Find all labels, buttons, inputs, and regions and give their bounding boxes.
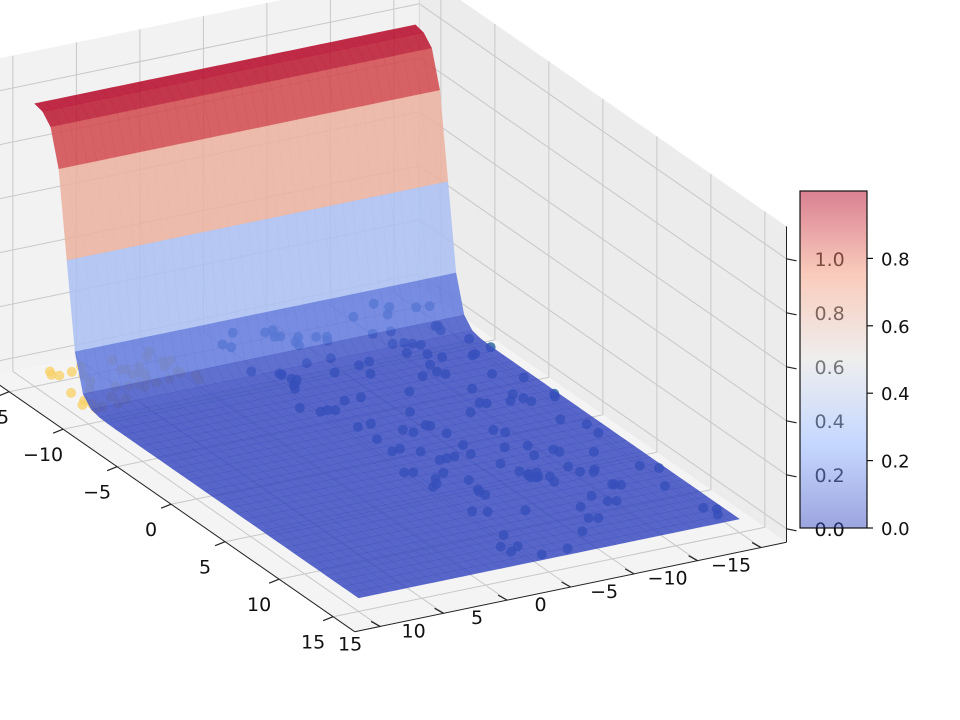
z-tick xyxy=(786,312,797,316)
scatter-point xyxy=(77,399,88,410)
z-tick xyxy=(786,420,797,424)
grid-line xyxy=(419,219,787,476)
y-tick-label: 5 xyxy=(199,557,211,579)
x-tick-label: 15 xyxy=(338,633,362,655)
y-tick xyxy=(322,616,334,622)
y-tick-label: 15 xyxy=(301,632,325,654)
y-tick-label: −15 xyxy=(0,407,9,429)
grid-line xyxy=(419,3,787,260)
grid-line xyxy=(419,57,787,314)
z-tick xyxy=(786,474,797,478)
x-tick-label: 10 xyxy=(402,620,426,642)
x-tick-label: 0 xyxy=(535,594,547,616)
y-tick xyxy=(268,578,280,584)
z-tick xyxy=(786,366,797,370)
z-tick xyxy=(786,528,797,532)
grid-line xyxy=(0,3,420,92)
x-tick xyxy=(497,594,508,601)
colorbar-gradient xyxy=(799,190,868,529)
colorbar: 0.0 0.2 0.4 0.6 0.8 xyxy=(799,190,910,540)
y-tick-label: 0 xyxy=(145,519,157,541)
x-tick xyxy=(624,568,635,575)
x-tick xyxy=(561,581,571,588)
x-tick-label: 5 xyxy=(471,607,483,629)
grid-line xyxy=(419,111,787,368)
z-tick xyxy=(786,258,797,262)
scatter-point xyxy=(66,366,77,377)
scatter-point xyxy=(54,370,65,381)
y-tick xyxy=(160,503,172,509)
probability-surface xyxy=(34,24,740,599)
scatter-point xyxy=(46,369,57,380)
x-tick xyxy=(688,555,698,562)
x-tick xyxy=(370,620,381,627)
y-tick xyxy=(106,466,118,472)
colorbar-tick-label: 0.2 xyxy=(881,452,910,473)
y-tick-label: −10 xyxy=(23,444,63,466)
colorbar-tick-label: 0.6 xyxy=(881,317,910,338)
y-tick xyxy=(52,428,64,434)
colorbar-tick-label: 0.4 xyxy=(881,384,910,405)
x-tick-label: −5 xyxy=(590,581,618,603)
x-tick-label: −10 xyxy=(648,568,688,590)
colorbar-tick-label: 0.0 xyxy=(881,519,910,540)
grid-line xyxy=(419,165,787,422)
grid-line xyxy=(332,526,766,618)
x-tick-label: −15 xyxy=(711,555,751,577)
y-tick-label: 10 xyxy=(247,594,271,616)
surface-facet xyxy=(721,513,740,522)
x-tick xyxy=(434,607,444,614)
scatter-point xyxy=(66,387,77,398)
x-tick xyxy=(751,542,762,549)
grid-line xyxy=(419,273,787,530)
y-tick xyxy=(0,391,10,396)
y-tick-label: −5 xyxy=(83,482,111,504)
y-tick xyxy=(214,541,226,547)
colorbar-tick-label: 0.8 xyxy=(881,249,910,270)
